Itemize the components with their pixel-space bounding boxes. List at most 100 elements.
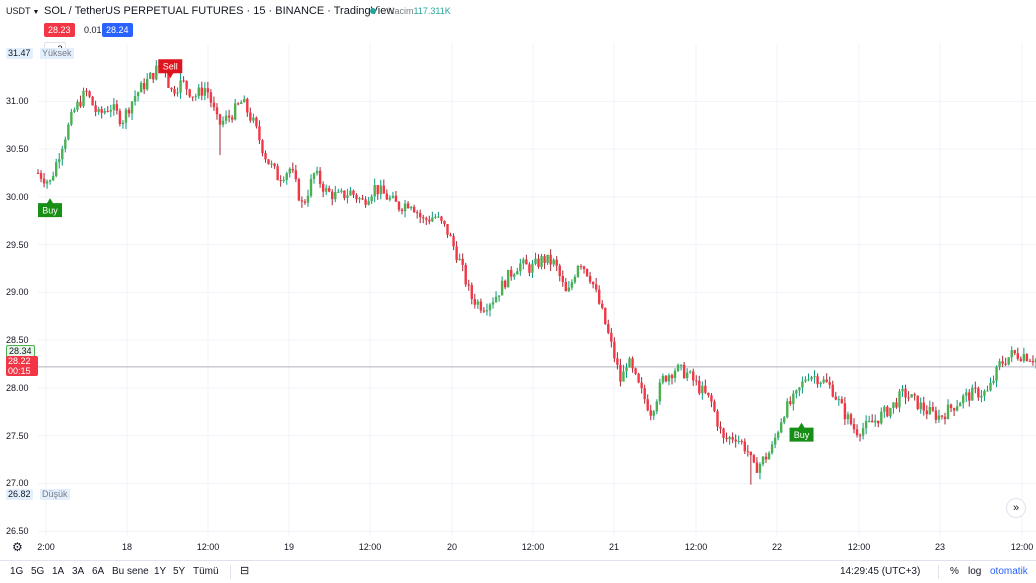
candle-body: [846, 414, 850, 420]
range-button[interactable]: Bu sene: [112, 566, 149, 577]
last-price-value: 28.22: [8, 356, 31, 366]
clock-timezone[interactable]: 14:29:45 (UTC+3): [840, 566, 921, 577]
candle-body: [130, 101, 134, 114]
scroll-to-realtime-button[interactable]: »: [1006, 498, 1026, 518]
buy-signal[interactable]: Buy: [38, 198, 63, 218]
candle-body: [1031, 360, 1035, 363]
candle-body: [519, 263, 522, 272]
range-button[interactable]: Tümü: [193, 566, 219, 577]
candle-body: [328, 188, 331, 192]
candle-body: [664, 375, 668, 382]
candle-body: [758, 464, 762, 473]
candle-body: [852, 424, 856, 430]
candle-body: [892, 402, 895, 408]
candle-body: [443, 220, 446, 225]
time-tick-label: 12:00: [1010, 542, 1034, 552]
candle-body: [870, 420, 874, 423]
candle-body: [682, 364, 686, 379]
candle-body: [419, 213, 422, 218]
candle-body: [76, 101, 79, 110]
gear-icon[interactable]: ⚙: [12, 540, 23, 554]
candle-body: [227, 115, 231, 118]
candle-body: [974, 387, 977, 389]
candle-body: [737, 440, 740, 442]
candle-body: [537, 258, 540, 267]
candle-body: [182, 80, 185, 82]
candle-body: [807, 379, 810, 381]
candle-body: [816, 376, 819, 385]
candle-body: [224, 115, 228, 121]
candle-body: [631, 358, 634, 369]
toolbar-divider: [938, 565, 939, 579]
candle-body: [170, 87, 173, 90]
candle-body: [528, 264, 531, 273]
candle-body: [364, 199, 367, 205]
ask-button[interactable]: 28.24: [102, 23, 133, 37]
range-button[interactable]: 3A: [72, 566, 85, 577]
candle-body: [901, 388, 904, 392]
bar-countdown: 00:15: [8, 366, 31, 376]
candle-body: [679, 364, 683, 366]
candle-body: [895, 402, 898, 408]
candle-body: [1004, 363, 1007, 365]
range-button[interactable]: 1A: [52, 566, 65, 577]
candle-body: [464, 264, 467, 285]
candle-body: [467, 284, 470, 286]
volume-legend: Hacim117.311K: [388, 6, 451, 16]
candle-body: [346, 195, 349, 198]
candle-body: [916, 395, 919, 410]
candle-body: [343, 190, 346, 198]
range-button[interactable]: 5G: [31, 566, 45, 577]
log-scale-toggle[interactable]: log: [968, 566, 982, 577]
candle-body: [607, 324, 610, 333]
candle-body: [934, 410, 938, 420]
go-to-date-icon[interactable]: ⊟: [240, 565, 250, 577]
candle-body: [1010, 350, 1013, 358]
candle-body: [482, 310, 486, 312]
range-button[interactable]: 1Y: [154, 566, 167, 577]
candle-body: [279, 180, 282, 182]
candle-body: [531, 263, 534, 273]
currency-selector[interactable]: USDT ▼: [6, 6, 39, 16]
range-button[interactable]: 6A: [92, 566, 105, 577]
candle-body: [261, 140, 264, 154]
range-button[interactable]: 1G: [10, 566, 24, 577]
candle-body: [883, 406, 886, 412]
buy-signal[interactable]: Buy: [789, 422, 814, 442]
candle-body: [625, 367, 628, 372]
candle-body: [634, 368, 637, 374]
candle-body: [382, 185, 386, 194]
candle-body: [415, 212, 419, 214]
currency-label: USDT: [6, 6, 31, 16]
candle-body: [276, 166, 279, 181]
candle-body: [58, 159, 61, 163]
candle-body: [391, 195, 395, 198]
candle-body: [82, 90, 85, 107]
candle-body: [252, 117, 255, 121]
symbol-title[interactable]: SOL / TetherUS PERPETUAL FUTURES · 15 · …: [44, 5, 395, 17]
bid-button[interactable]: 28.23: [44, 23, 75, 37]
candle-body: [558, 265, 561, 277]
price-tick-label: 30.00: [6, 191, 29, 202]
candle-body: [124, 109, 128, 123]
candle-body: [573, 276, 577, 283]
signal-label: Buy: [42, 206, 58, 216]
candle-body: [1007, 357, 1010, 365]
candle-body: [455, 246, 458, 261]
candle-body: [719, 426, 722, 429]
candle-body: [655, 401, 659, 412]
candle-body: [546, 254, 549, 263]
range-button[interactable]: 5Y: [173, 566, 186, 577]
candle-body: [349, 190, 352, 196]
candle-body: [610, 332, 613, 342]
auto-scale-toggle[interactable]: otomatik: [990, 566, 1028, 577]
percent-scale-toggle[interactable]: %: [950, 566, 959, 577]
candle-body: [886, 406, 889, 417]
time-tick-label: 12:00: [521, 542, 545, 552]
sell-signal[interactable]: Sell: [158, 59, 183, 79]
candle-body: [810, 377, 813, 380]
candle-body: [922, 402, 925, 411]
candle-body: [388, 197, 392, 200]
candle-body: [106, 111, 109, 113]
